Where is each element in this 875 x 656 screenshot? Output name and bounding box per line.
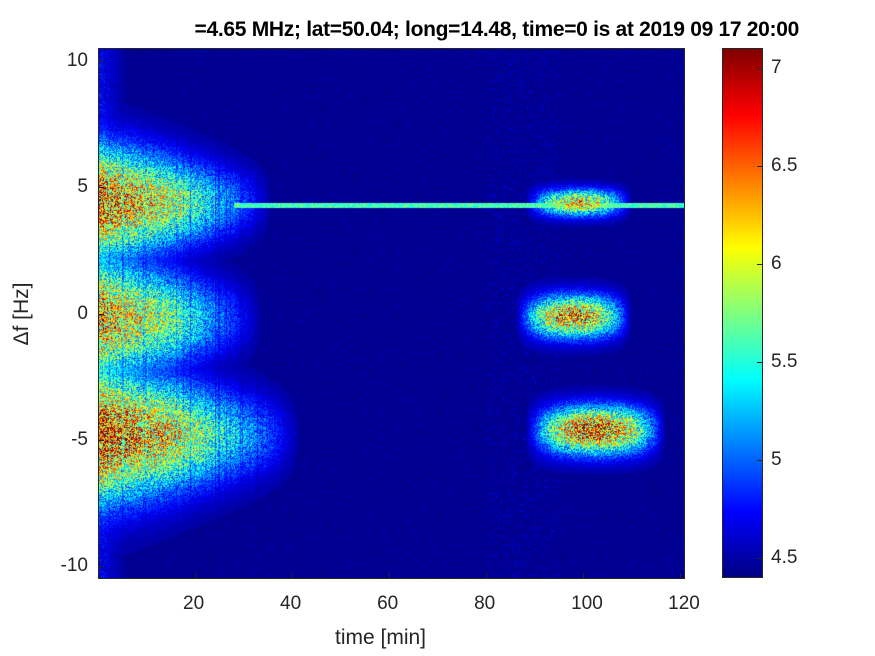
x-tick-mark: [583, 573, 585, 579]
colorbar: [722, 48, 763, 578]
chart-title-text: =4.65 MHz; lat=50.04; long=14.48, time=0…: [194, 18, 800, 41]
y-tick-mark: [98, 439, 104, 441]
y-axis-label: Δf [Hz]: [10, 282, 33, 346]
x-tick-mark: [680, 573, 682, 579]
colorbar-tick-mark: [757, 460, 763, 462]
colorbar-tick-mark: [757, 263, 763, 265]
y-tick-mark: [98, 313, 104, 315]
y-tick-mark: [98, 187, 104, 189]
colorbar-tick-label: 6.5: [771, 154, 798, 176]
x-tick-label: 40: [280, 593, 302, 614]
colorbar-tick-mark: [757, 67, 763, 69]
y-tick-label: 10: [66, 49, 88, 71]
colorbar-tick-label: 5.5: [771, 351, 798, 373]
x-tick-mark: [486, 573, 488, 579]
y-tick-label: -5: [71, 428, 88, 450]
x-tick-label: 120: [668, 593, 700, 614]
colorbar-tick-label: 7: [771, 56, 782, 78]
x-tick-label: 100: [571, 593, 603, 614]
x-tick-mark: [292, 573, 294, 579]
colorbar-tick-mark: [757, 165, 763, 167]
y-tick-mark: [98, 566, 104, 568]
x-tick-mark: [195, 573, 197, 579]
colorbar-tick-label: 5: [771, 449, 782, 471]
x-tick-mark: [389, 573, 391, 579]
y-tick-label: -10: [60, 555, 88, 577]
x-tick-label: 60: [377, 593, 399, 614]
y-tick-mark: [98, 60, 104, 62]
y-tick-label: 0: [77, 302, 88, 324]
colorbar-tick-mark: [757, 558, 763, 560]
y-tick-label: 5: [77, 176, 88, 198]
colorbar-tick-label: 6: [771, 252, 782, 274]
x-tick-label: 20: [183, 593, 205, 614]
colorbar-tick-mark: [757, 362, 763, 364]
x-axis-label: time [min]: [335, 626, 427, 649]
colorbar-tick-label: 4.5: [771, 547, 798, 569]
spectrogram-heatmap: [98, 48, 685, 579]
x-tick-label: 80: [474, 593, 496, 614]
